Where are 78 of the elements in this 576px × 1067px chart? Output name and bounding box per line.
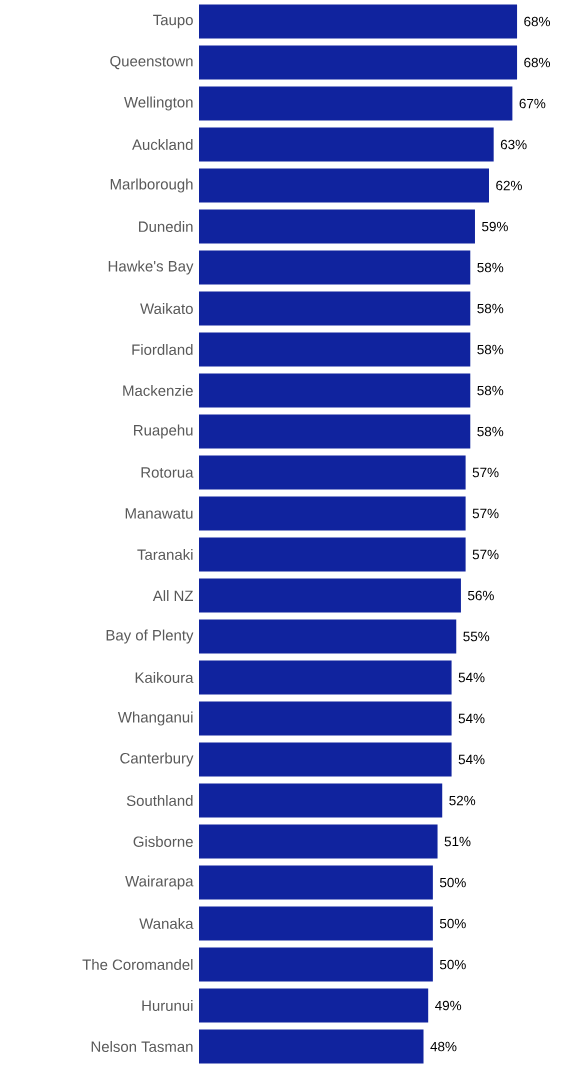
- data-label: 68%: [524, 57, 551, 68]
- bar: [199, 373, 471, 408]
- data-label: 57%: [472, 549, 499, 560]
- data-label: 54%: [458, 713, 485, 724]
- bar: [199, 906, 433, 941]
- data-label: 57%: [472, 467, 499, 478]
- y-tick-label: Canterbury: [120, 752, 194, 767]
- data-label: 54%: [458, 754, 485, 765]
- y-tick-label: Auckland: [132, 139, 193, 150]
- data-label: 58%: [477, 426, 504, 437]
- bar: [199, 209, 475, 244]
- y-tick-label: Kaikoura: [135, 672, 194, 683]
- data-label: 59%: [482, 221, 508, 232]
- y-tick-label: Ruapehu: [134, 424, 193, 439]
- data-label: 62%: [496, 180, 522, 191]
- y-tick-label: Taranaki: [137, 549, 193, 560]
- data-label: 52%: [449, 795, 476, 806]
- y-tick-label: Wellington: [124, 96, 193, 111]
- data-label: 63%: [500, 139, 527, 150]
- bar: [199, 4, 518, 39]
- bar: [199, 168, 489, 203]
- y-tick-label: Manawatu: [125, 508, 193, 519]
- bar: [199, 250, 471, 285]
- data-label: 51%: [444, 836, 471, 847]
- y-tick-label: Bay of Plenty: [106, 629, 194, 644]
- y-tick-label: Queenstown: [110, 55, 193, 70]
- bar: [199, 988, 429, 1023]
- data-label: 50%: [439, 877, 466, 888]
- bar: [199, 127, 494, 162]
- y-tick-label: Hurunui: [142, 1000, 193, 1011]
- bar: [199, 742, 452, 777]
- bar: [199, 947, 433, 982]
- bar: [199, 1029, 424, 1064]
- y-tick-label: All NZ: [152, 590, 193, 601]
- y-tick-label: Nelson Tasman: [91, 1041, 193, 1052]
- bar: [199, 45, 518, 80]
- data-label: 50%: [439, 959, 466, 970]
- bar: [199, 619, 457, 654]
- bar: [199, 86, 513, 121]
- bar: [199, 455, 466, 490]
- data-label: 67%: [519, 98, 546, 109]
- data-label: 57%: [472, 508, 499, 519]
- bar: [199, 783, 443, 818]
- y-tick-label: Hawke's Bay: [108, 260, 194, 275]
- bar: [199, 865, 433, 900]
- data-label: 55%: [463, 631, 490, 642]
- data-label: 49%: [435, 1000, 462, 1011]
- data-label: 58%: [477, 262, 504, 273]
- data-label: 58%: [477, 303, 504, 314]
- y-tick-label: Wanaka: [139, 918, 194, 929]
- y-tick-label: Taupo: [153, 14, 193, 29]
- bar: [199, 578, 461, 613]
- data-label: 50%: [439, 918, 466, 929]
- bar: [199, 291, 471, 326]
- y-tick-label: Wairarapa: [125, 875, 194, 890]
- bar: [199, 537, 466, 572]
- data-label: 58%: [477, 344, 504, 355]
- bar: [199, 496, 466, 531]
- data-label: 54%: [458, 672, 485, 683]
- bar: [199, 660, 452, 695]
- y-tick-label: Dunedin: [139, 221, 193, 232]
- y-tick-label: Fiordland: [132, 344, 193, 355]
- bar: [199, 701, 452, 736]
- data-label: 58%: [477, 385, 504, 396]
- y-tick-label: Marlborough: [110, 178, 193, 193]
- data-label: 68%: [524, 16, 551, 27]
- y-tick-label: Mackenzie: [123, 385, 193, 396]
- data-label: 56%: [467, 590, 494, 601]
- y-tick-label: Southland: [126, 795, 193, 806]
- bar: [199, 824, 438, 859]
- data-label: 48%: [430, 1041, 457, 1052]
- y-tick-label: Rotorua: [141, 467, 194, 478]
- y-tick-label: The Coromandel: [82, 959, 193, 970]
- y-tick-label: Whanganui: [117, 711, 193, 726]
- y-tick-label: Gisborne: [133, 836, 193, 847]
- bar: [199, 332, 471, 367]
- bar: [199, 414, 471, 449]
- y-tick-label: Waikato: [140, 303, 193, 314]
